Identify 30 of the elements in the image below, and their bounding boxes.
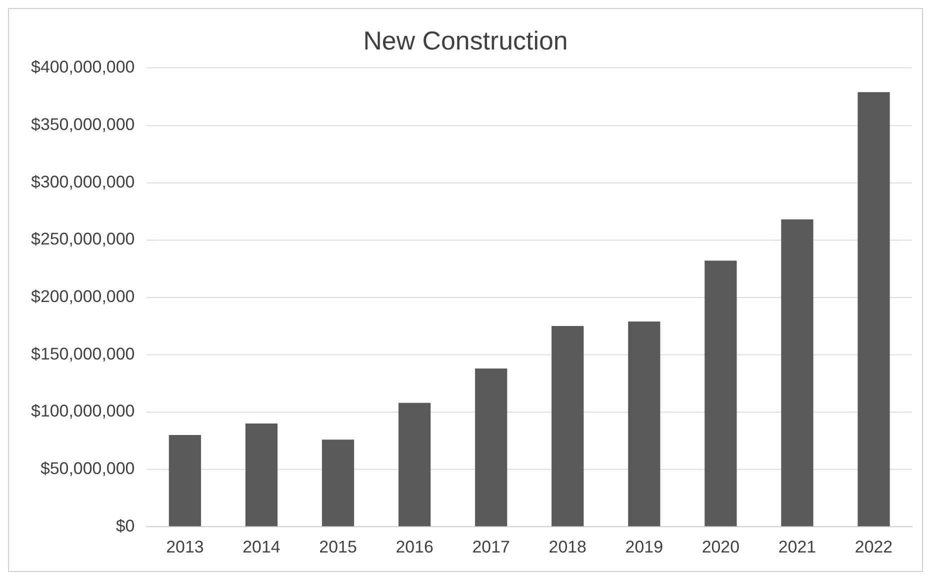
bar [245, 424, 278, 526]
bar [628, 321, 660, 526]
x-tick-label: 2014 [242, 538, 280, 557]
y-tick-label: $300,000,000 [31, 172, 135, 192]
bar [858, 92, 890, 526]
y-tick-label: $350,000,000 [31, 115, 135, 134]
y-tick-label: $100,000,000 [31, 402, 135, 421]
y-tick-label: $400,000,000 [31, 58, 135, 77]
x-tick-label: 2020 [702, 538, 740, 557]
x-tick-label: 2021 [778, 538, 816, 557]
y-tick-label: $0 [116, 516, 135, 536]
x-tick-label: 2016 [396, 538, 434, 557]
y-tick-label: $250,000,000 [31, 230, 135, 249]
bar [704, 260, 737, 526]
y-tick-label: $150,000,000 [31, 344, 135, 364]
x-tick-label: 2017 [472, 538, 510, 557]
bar [322, 440, 354, 526]
x-tick-label: 2019 [625, 538, 664, 557]
bar [475, 368, 508, 526]
y-tick-label: $200,000,000 [31, 287, 135, 306]
bar [781, 219, 814, 526]
x-tick-label: 2018 [548, 538, 586, 557]
chart-title: New Construction [363, 28, 568, 56]
x-tick-label: 2022 [854, 538, 893, 557]
bar [552, 326, 584, 526]
y-tick-label: $50,000,000 [40, 459, 135, 478]
bar [398, 402, 431, 526]
x-tick-label: 2013 [166, 538, 204, 557]
bar [168, 435, 202, 526]
x-tick-label: 2015 [319, 538, 357, 557]
